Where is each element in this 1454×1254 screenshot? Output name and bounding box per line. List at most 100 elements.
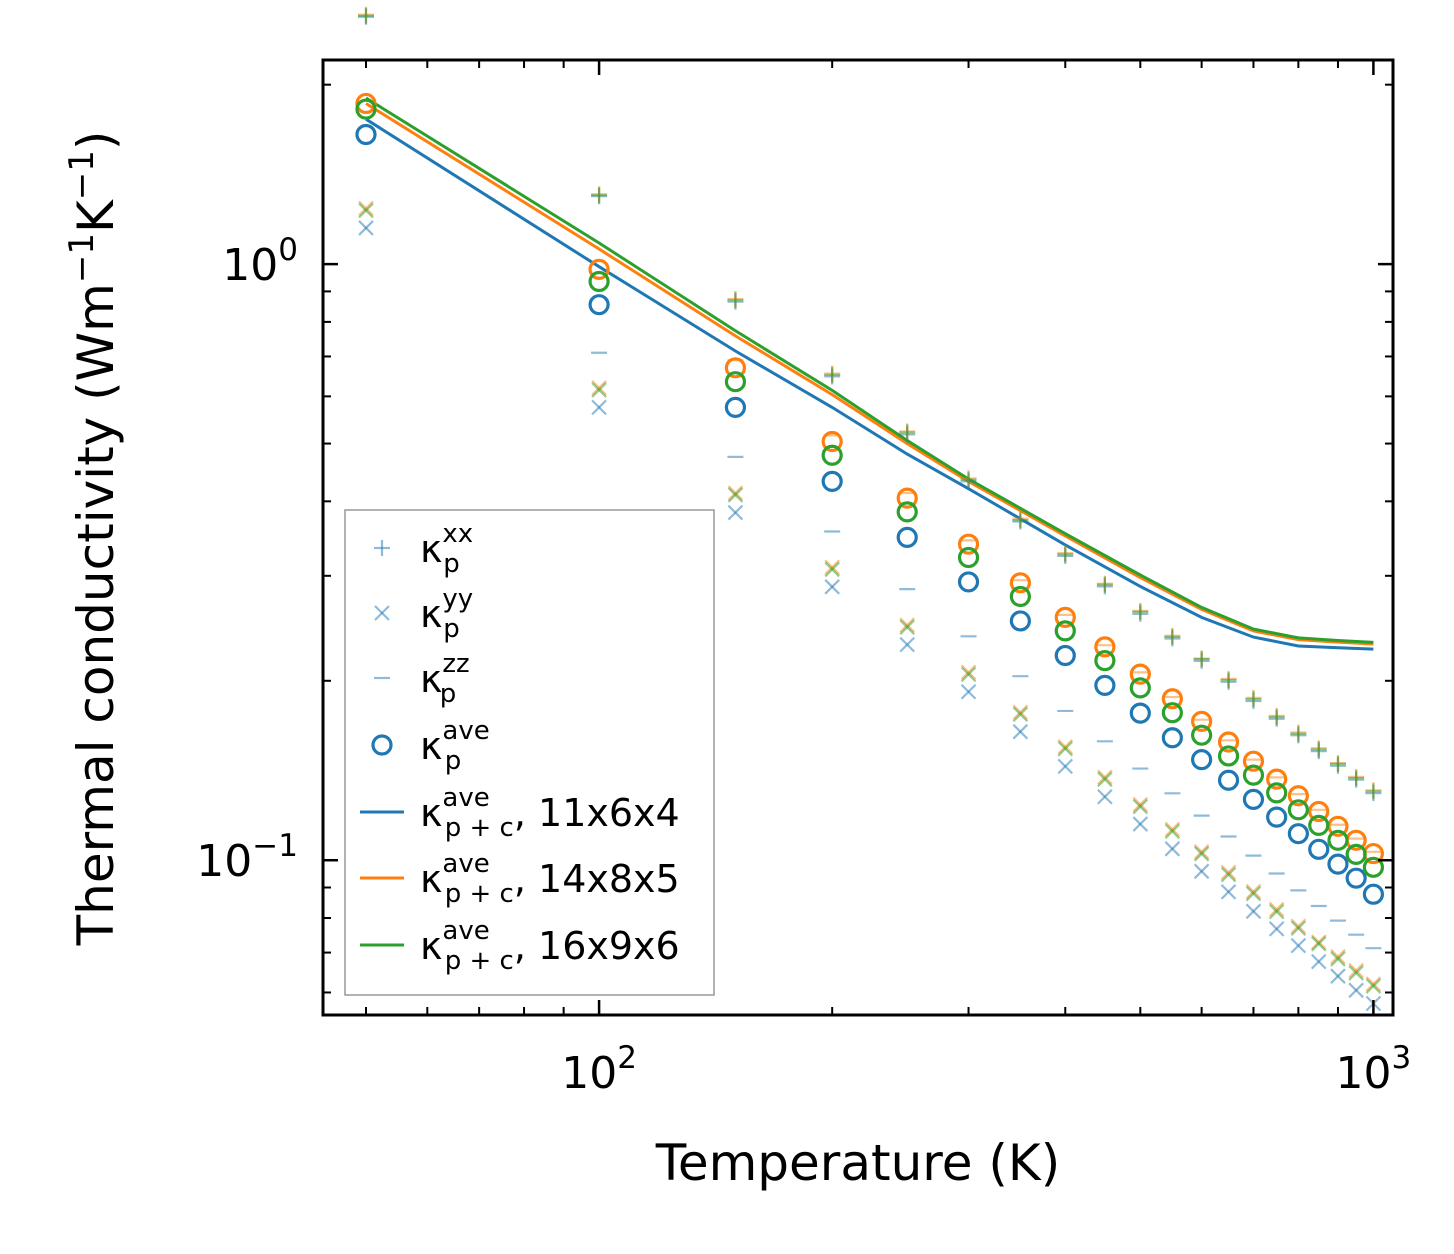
marker-kave-green-9 [1129, 677, 1151, 699]
legend-entry-3: κave p [371, 716, 490, 776]
marker-kxx-green-14 [1268, 708, 1285, 725]
marker-kyy-orange-7-b [1057, 738, 1074, 755]
marker-kxx-green-15 [1290, 725, 1307, 742]
marker-kyy-orange-16-b [1310, 934, 1327, 950]
marker-kave-orange-5 [957, 533, 980, 555]
marker-kave-blue-15 [1287, 823, 1309, 845]
legend-entry-2: κzz p [374, 649, 470, 709]
plot-frame [321, 58, 1395, 1017]
marker-kyy-green-17-b [1330, 951, 1346, 967]
marker-kyy-blue-16 [1310, 953, 1327, 970]
marker-kave-orange-13 [1242, 750, 1265, 772]
marker-kxx-green-4 [899, 424, 916, 441]
marker-kyy-orange-0 [358, 200, 374, 217]
marker-kave-blue-7 [1054, 644, 1076, 667]
marker-kxx-green-1 [591, 187, 608, 204]
marker-kxx-green-2 [727, 292, 744, 309]
marker-kave-green-7 [1054, 620, 1076, 642]
marker-kyy-orange-11-b [1193, 844, 1210, 860]
marker-kave-blue-6 [1009, 610, 1031, 632]
marker-kyy-blue-4 [899, 636, 915, 653]
marker-kyy-blue-8 [1097, 788, 1113, 805]
marker-kxx-green-0 [357, 7, 374, 24]
marker-kyy-green-2 [727, 487, 744, 503]
marker-kyy-orange-8 [1097, 769, 1113, 785]
x-axis-label: Temperature (K) [655, 1134, 1060, 1192]
markers-layer [355, 6, 1385, 1012]
marker-kyy-green-6 [1012, 706, 1029, 723]
marker-kyy-green-5 [960, 666, 977, 683]
marker-kyy-orange-12-b [1220, 864, 1237, 881]
legend-label-6: κave p + c, 16x9x6 [420, 916, 680, 976]
marker-kave-blue-8 [1094, 674, 1116, 696]
marker-kyy-blue-9 [1132, 816, 1149, 832]
marker-kyy-green-11-b [1193, 846, 1210, 862]
marker-kyy-orange-9-b [1132, 796, 1149, 813]
marker-kyy-green-10-b [1164, 823, 1181, 840]
marker-kxx-green-11 [1193, 651, 1210, 668]
marker-kave-green-4 [896, 501, 918, 523]
marker-kyy-blue-5 [960, 683, 977, 700]
marker-kave-green-0 [355, 98, 377, 120]
marker-kyy-green-12-b [1220, 866, 1237, 883]
marker-kave-blue-2 [724, 396, 747, 418]
marker-kyy-orange-16 [1310, 934, 1327, 950]
marker-kyy-orange-4 [899, 617, 915, 633]
marker-kave-orange-0 [355, 92, 377, 115]
marker-kyy-blue-18 [1348, 982, 1364, 999]
marker-kave-orange-3 [821, 430, 843, 453]
marker-kyy-green-3 [824, 561, 840, 578]
marker-kxx-green-7 [1057, 546, 1074, 563]
marker-kyy-orange-9 [1132, 796, 1149, 813]
legend-marker-1-b [374, 605, 390, 621]
marker-kave-blue-10 [1161, 727, 1183, 749]
marker-kyy-green-16-b [1310, 936, 1327, 952]
marker-kyy-orange-14-b [1268, 901, 1285, 918]
marker-kave-blue-14 [1266, 806, 1288, 828]
marker-kyy-blue-7-b [1057, 758, 1074, 775]
marker-kyy-orange-14 [1268, 901, 1285, 918]
legend-label-0: κxx p [420, 519, 473, 579]
marker-kyy-green-19-b [1365, 978, 1382, 994]
marker-kyy-blue-4-b [899, 636, 915, 653]
marker-kxx-green-19 [1365, 783, 1382, 800]
marker-kxx-green-12 [1220, 672, 1237, 689]
marker-kyy-orange-2-b [727, 485, 744, 501]
marker-kave-blue-19 [1362, 883, 1385, 905]
marker-kyy-orange-4-b [899, 617, 915, 633]
legend-entry-4: κave p + c, 11x6x4 [360, 783, 680, 843]
marker-kyy-blue-10 [1164, 841, 1181, 857]
marker-kave-blue-5 [957, 571, 980, 593]
marker-kyy-orange-13-b [1245, 883, 1262, 900]
marker-kave-blue-11 [1191, 749, 1213, 771]
marker-kyy-green-1-b [591, 382, 607, 398]
marker-kyy-green-15 [1290, 920, 1307, 937]
marker-kyy-orange-2 [727, 485, 744, 501]
legend-marker-0 [374, 540, 390, 556]
marker-kave-green-15 [1287, 799, 1309, 821]
line-series-14x8x5 [365, 102, 1374, 646]
marker-kave-green-18 [1345, 843, 1367, 865]
marker-kyy-blue-9-b [1132, 816, 1149, 832]
marker-kyy-blue-13 [1245, 903, 1262, 920]
marker-kave-orange-11 [1191, 710, 1213, 732]
marker-kyy-orange-8-b [1097, 769, 1113, 785]
marker-kyy-blue-5-b [960, 683, 977, 700]
legend-entry-0: κxx p [374, 519, 473, 579]
marker-kyy-orange-18-b [1348, 962, 1364, 979]
marker-kyy-orange-5 [960, 664, 977, 681]
marker-kave-orange-9 [1129, 663, 1151, 685]
marker-kyy-green-8 [1097, 771, 1113, 788]
marker-kave-green-11 [1191, 724, 1213, 746]
marker-kyy-orange-12 [1220, 864, 1237, 881]
marker-kyy-blue-17-b [1330, 968, 1346, 984]
marker-kyy-orange-7 [1057, 738, 1074, 755]
marker-kyy-green-14 [1268, 903, 1285, 920]
marker-kyy-orange-10 [1164, 821, 1181, 838]
marker-kyy-green-11 [1193, 846, 1210, 862]
marker-kyy-blue-3-b [824, 579, 840, 595]
marker-kave-blue-17 [1327, 853, 1349, 875]
marker-kyy-green-5-b [960, 666, 977, 683]
marker-kxx-green-5 [960, 471, 977, 488]
